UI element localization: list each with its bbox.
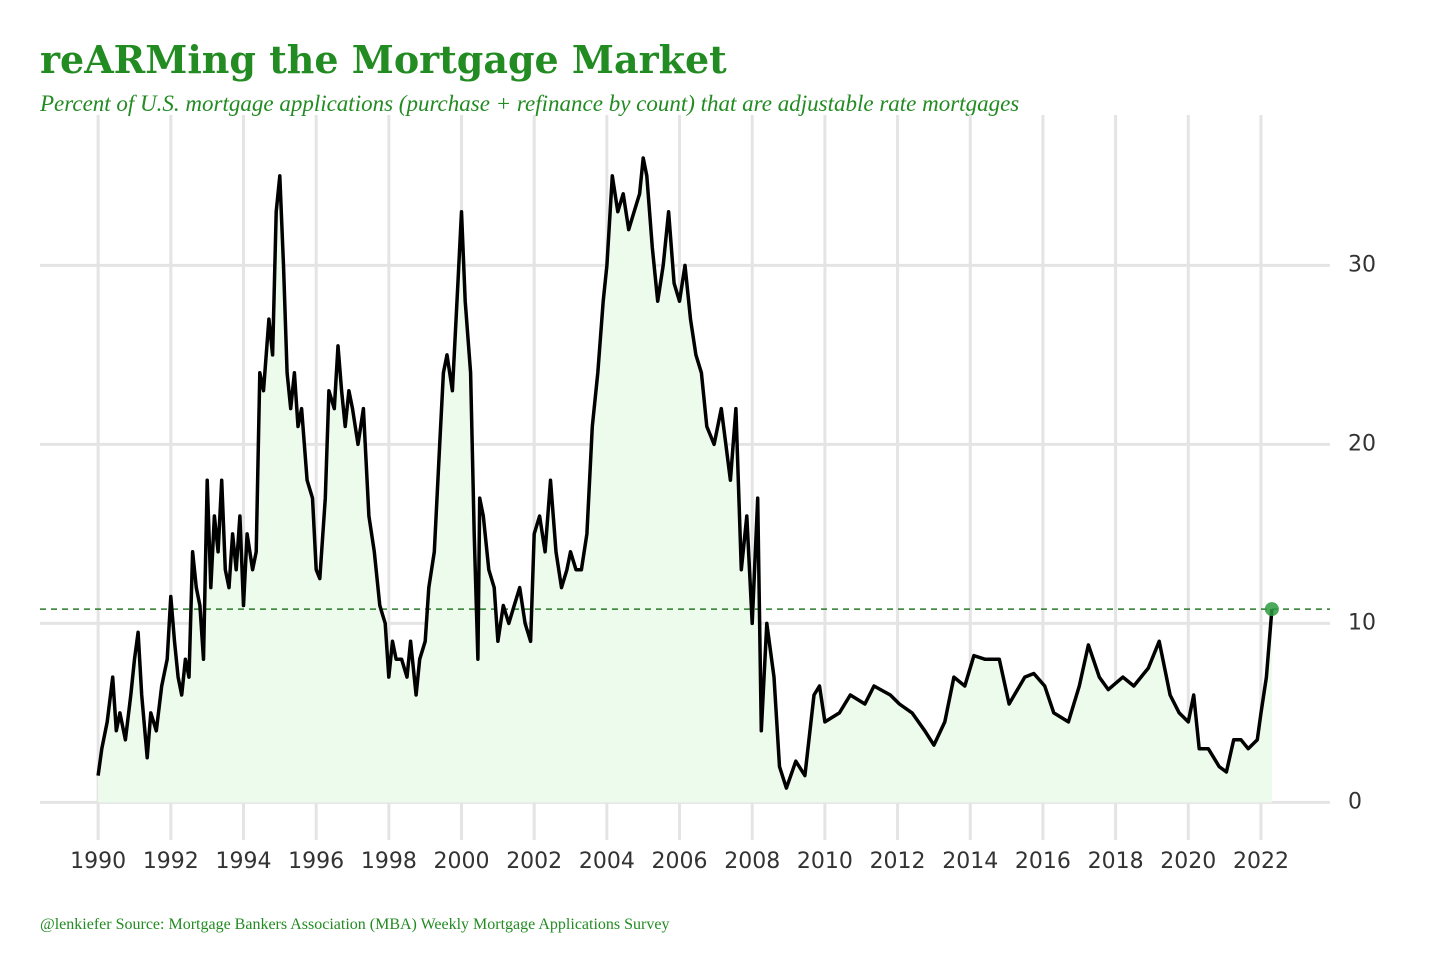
x-tick-label: 2008: [724, 849, 780, 874]
y-tick-label: 0: [1348, 789, 1362, 814]
caption: @lenkiefer Source: Mortgage Bankers Asso…: [40, 916, 669, 933]
highlight-point: [1264, 602, 1279, 617]
x-tick-label: 1996: [288, 849, 344, 874]
x-tick-label: 1990: [70, 849, 126, 874]
y-tick-label: 10: [1348, 610, 1376, 635]
x-tick-label: 2002: [506, 849, 562, 874]
x-tick-label: 1994: [215, 849, 271, 874]
chart-subtitle: Percent of U.S. mortgage applications (p…: [39, 91, 1019, 116]
x-tick-label: 2004: [579, 849, 635, 874]
x-tick-label: 2014: [942, 849, 998, 874]
x-tick-label: 2016: [1015, 849, 1071, 874]
x-tick-label: 2000: [434, 849, 490, 874]
x-tick-label: 2020: [1160, 849, 1216, 874]
x-tick-label: 2010: [797, 849, 853, 874]
line: [96, 156, 1274, 790]
area: [98, 158, 1272, 803]
y-tick-label: 30: [1348, 252, 1376, 277]
x-tick-label: 2012: [870, 849, 926, 874]
x-tick-label: 1992: [143, 849, 199, 874]
x-tick-label: 2022: [1233, 849, 1289, 874]
chart-title: reARMing the Mortgage Market: [40, 37, 727, 82]
y-tick-label: 20: [1348, 431, 1376, 456]
x-tick-label: 2018: [1088, 849, 1144, 874]
x-tick-label: 1998: [361, 849, 417, 874]
x-tick-label: 2006: [652, 849, 708, 874]
